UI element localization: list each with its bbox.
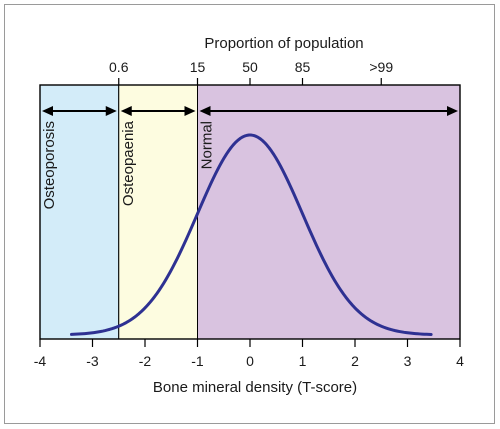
arrow-osteoporosis	[42, 106, 117, 116]
region-labels: Osteoporosis Osteopaenia Normal	[41, 120, 216, 209]
distribution-curve	[70, 133, 433, 336]
x-tick-label: 1	[299, 353, 307, 369]
x-tick-label: -2	[139, 353, 152, 369]
x-tick-label: 3	[404, 353, 412, 369]
top-tick-label: 85	[295, 59, 311, 75]
x-tick-label: -4	[34, 353, 47, 369]
x-tick-label: -1	[191, 353, 204, 369]
region-label-normal: Normal	[199, 121, 216, 169]
region-normal	[197, 84, 461, 340]
x-axis-label: Bone mineral density (T-score)	[153, 379, 357, 396]
top-tick-label: 50	[242, 59, 258, 75]
x-tick-label: -3	[86, 353, 99, 369]
x-axis-ticks: -4 -3 -2 -1 0 1 2 3 4	[34, 339, 464, 369]
top-tick-label: 15	[190, 59, 206, 75]
top-tick-label: >99	[369, 59, 393, 75]
x-tick-label: 4	[456, 353, 464, 369]
region-label-osteopaenia: Osteopaenia	[120, 120, 137, 206]
arrow-osteopaenia	[120, 106, 196, 116]
range-arrows	[42, 106, 458, 116]
x-tick-label: 0	[246, 353, 254, 369]
top-ticks: 0.6 15 50 85 >99	[109, 59, 393, 85]
region-label-osteoporosis: Osteoporosis	[41, 121, 58, 209]
top-tick-label: 0.6	[109, 59, 129, 75]
x-tick-label: 2	[351, 353, 359, 369]
regions	[39, 84, 461, 340]
top-axis-label: Proportion of population	[204, 35, 363, 52]
arrow-normal	[199, 106, 458, 116]
